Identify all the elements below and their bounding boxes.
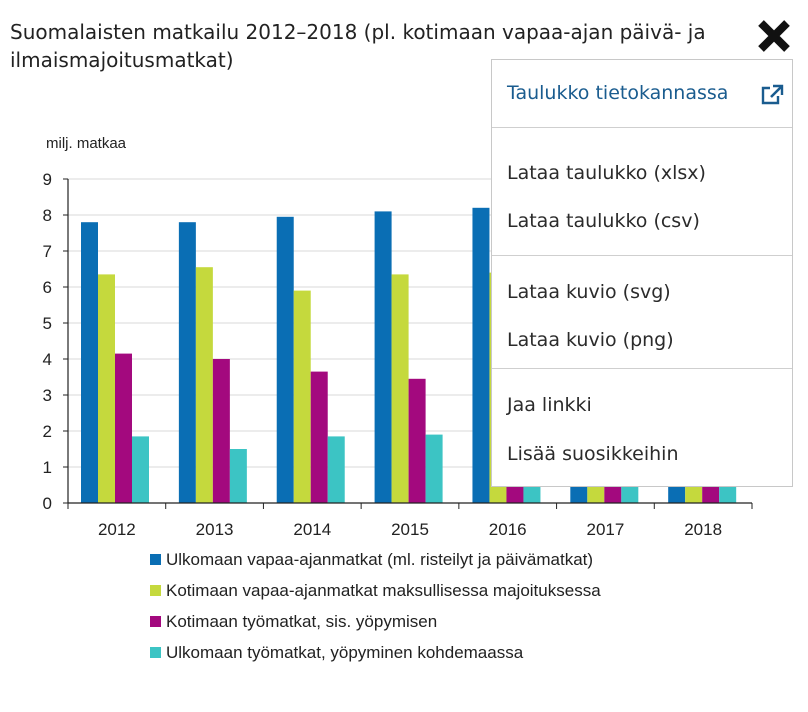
y-tick-label: 7: [43, 242, 52, 261]
x-tick-label: 2013: [196, 520, 234, 539]
menu-item-label: Taulukko tietokannassa: [507, 82, 729, 104]
close-x-icon: [758, 20, 790, 52]
menu-item-share-link[interactable]: Jaa linkki: [507, 394, 592, 416]
legend-label: Kotimaan työmatkat, sis. yöpymisen: [166, 612, 437, 631]
menu-item-download-xlsx[interactable]: Lataa taulukko (xlsx): [507, 162, 706, 184]
y-tick-label: 0: [43, 494, 52, 513]
external-link-icon: [761, 84, 784, 105]
y-tick-label: 8: [43, 206, 52, 225]
legend-swatch: [150, 554, 161, 565]
bar-1-2013: [178, 222, 196, 503]
bar-3-2012: [115, 353, 132, 503]
export-menu: Taulukko tietokannassa Lataa taulukko (x…: [491, 59, 793, 487]
y-tick-label: 1: [43, 458, 52, 477]
legend-swatch: [150, 647, 161, 658]
bar-2-2012: [98, 274, 115, 503]
menu-item-download-png[interactable]: Lataa kuvio (png): [507, 329, 674, 351]
y-tick-label: 9: [43, 170, 52, 189]
menu-divider: [492, 368, 792, 369]
bar-3-2013: [212, 359, 230, 503]
x-tick-label: 2018: [684, 520, 722, 539]
bar-1-2016: [472, 207, 490, 504]
legend-label: Kotimaan vapaa-ajanmatkat maksullisessa …: [166, 581, 601, 600]
y-axis-label: milj. matkaa: [46, 135, 127, 152]
bar-4-2012: [132, 436, 149, 503]
bar-4-2015: [425, 434, 443, 503]
x-tick-label: 2014: [293, 520, 331, 539]
bar-2-2014: [293, 290, 311, 503]
bar-3-2014: [310, 371, 328, 503]
menu-divider: [492, 255, 792, 256]
x-tick-label: 2016: [489, 520, 527, 539]
y-tick-label: 3: [43, 386, 52, 405]
bar-1-2014: [276, 216, 294, 504]
close-button[interactable]: [752, 14, 796, 58]
menu-item-download-svg[interactable]: Lataa kuvio (svg): [507, 281, 671, 303]
bar-2-2013: [195, 267, 213, 503]
legend-label: Ulkomaan työmatkat, yöpyminen kohdemaass…: [166, 643, 524, 662]
legend-swatch: [150, 616, 161, 627]
bar-2-2015: [391, 274, 409, 503]
bar-1-2012: [81, 222, 98, 503]
bar-3-2015: [408, 378, 426, 503]
x-tick-label: 2012: [98, 520, 136, 539]
bar-1-2015: [374, 211, 392, 503]
bar-4-2013: [229, 449, 247, 503]
page-title: Suomalaisten matkailu 2012–2018 (pl. kot…: [10, 20, 706, 72]
menu-divider: [492, 127, 792, 128]
menu-item-add-favorite[interactable]: Lisää suosikkeihin: [507, 443, 679, 465]
menu-item-database-table[interactable]: Taulukko tietokannassa: [507, 76, 787, 110]
x-tick-label: 2015: [391, 520, 429, 539]
menu-item-download-csv[interactable]: Lataa taulukko (csv): [507, 210, 700, 232]
x-tick-label: 2017: [587, 520, 625, 539]
legend-label: Ulkomaan vapaa-ajanmatkat (ml. risteilyt…: [166, 550, 593, 569]
bar-4-2014: [327, 436, 345, 503]
legend-swatch: [150, 585, 161, 596]
y-tick-label: 2: [43, 422, 52, 441]
y-tick-label: 6: [43, 278, 52, 297]
y-tick-label: 5: [43, 314, 52, 333]
y-tick-label: 4: [43, 350, 52, 369]
